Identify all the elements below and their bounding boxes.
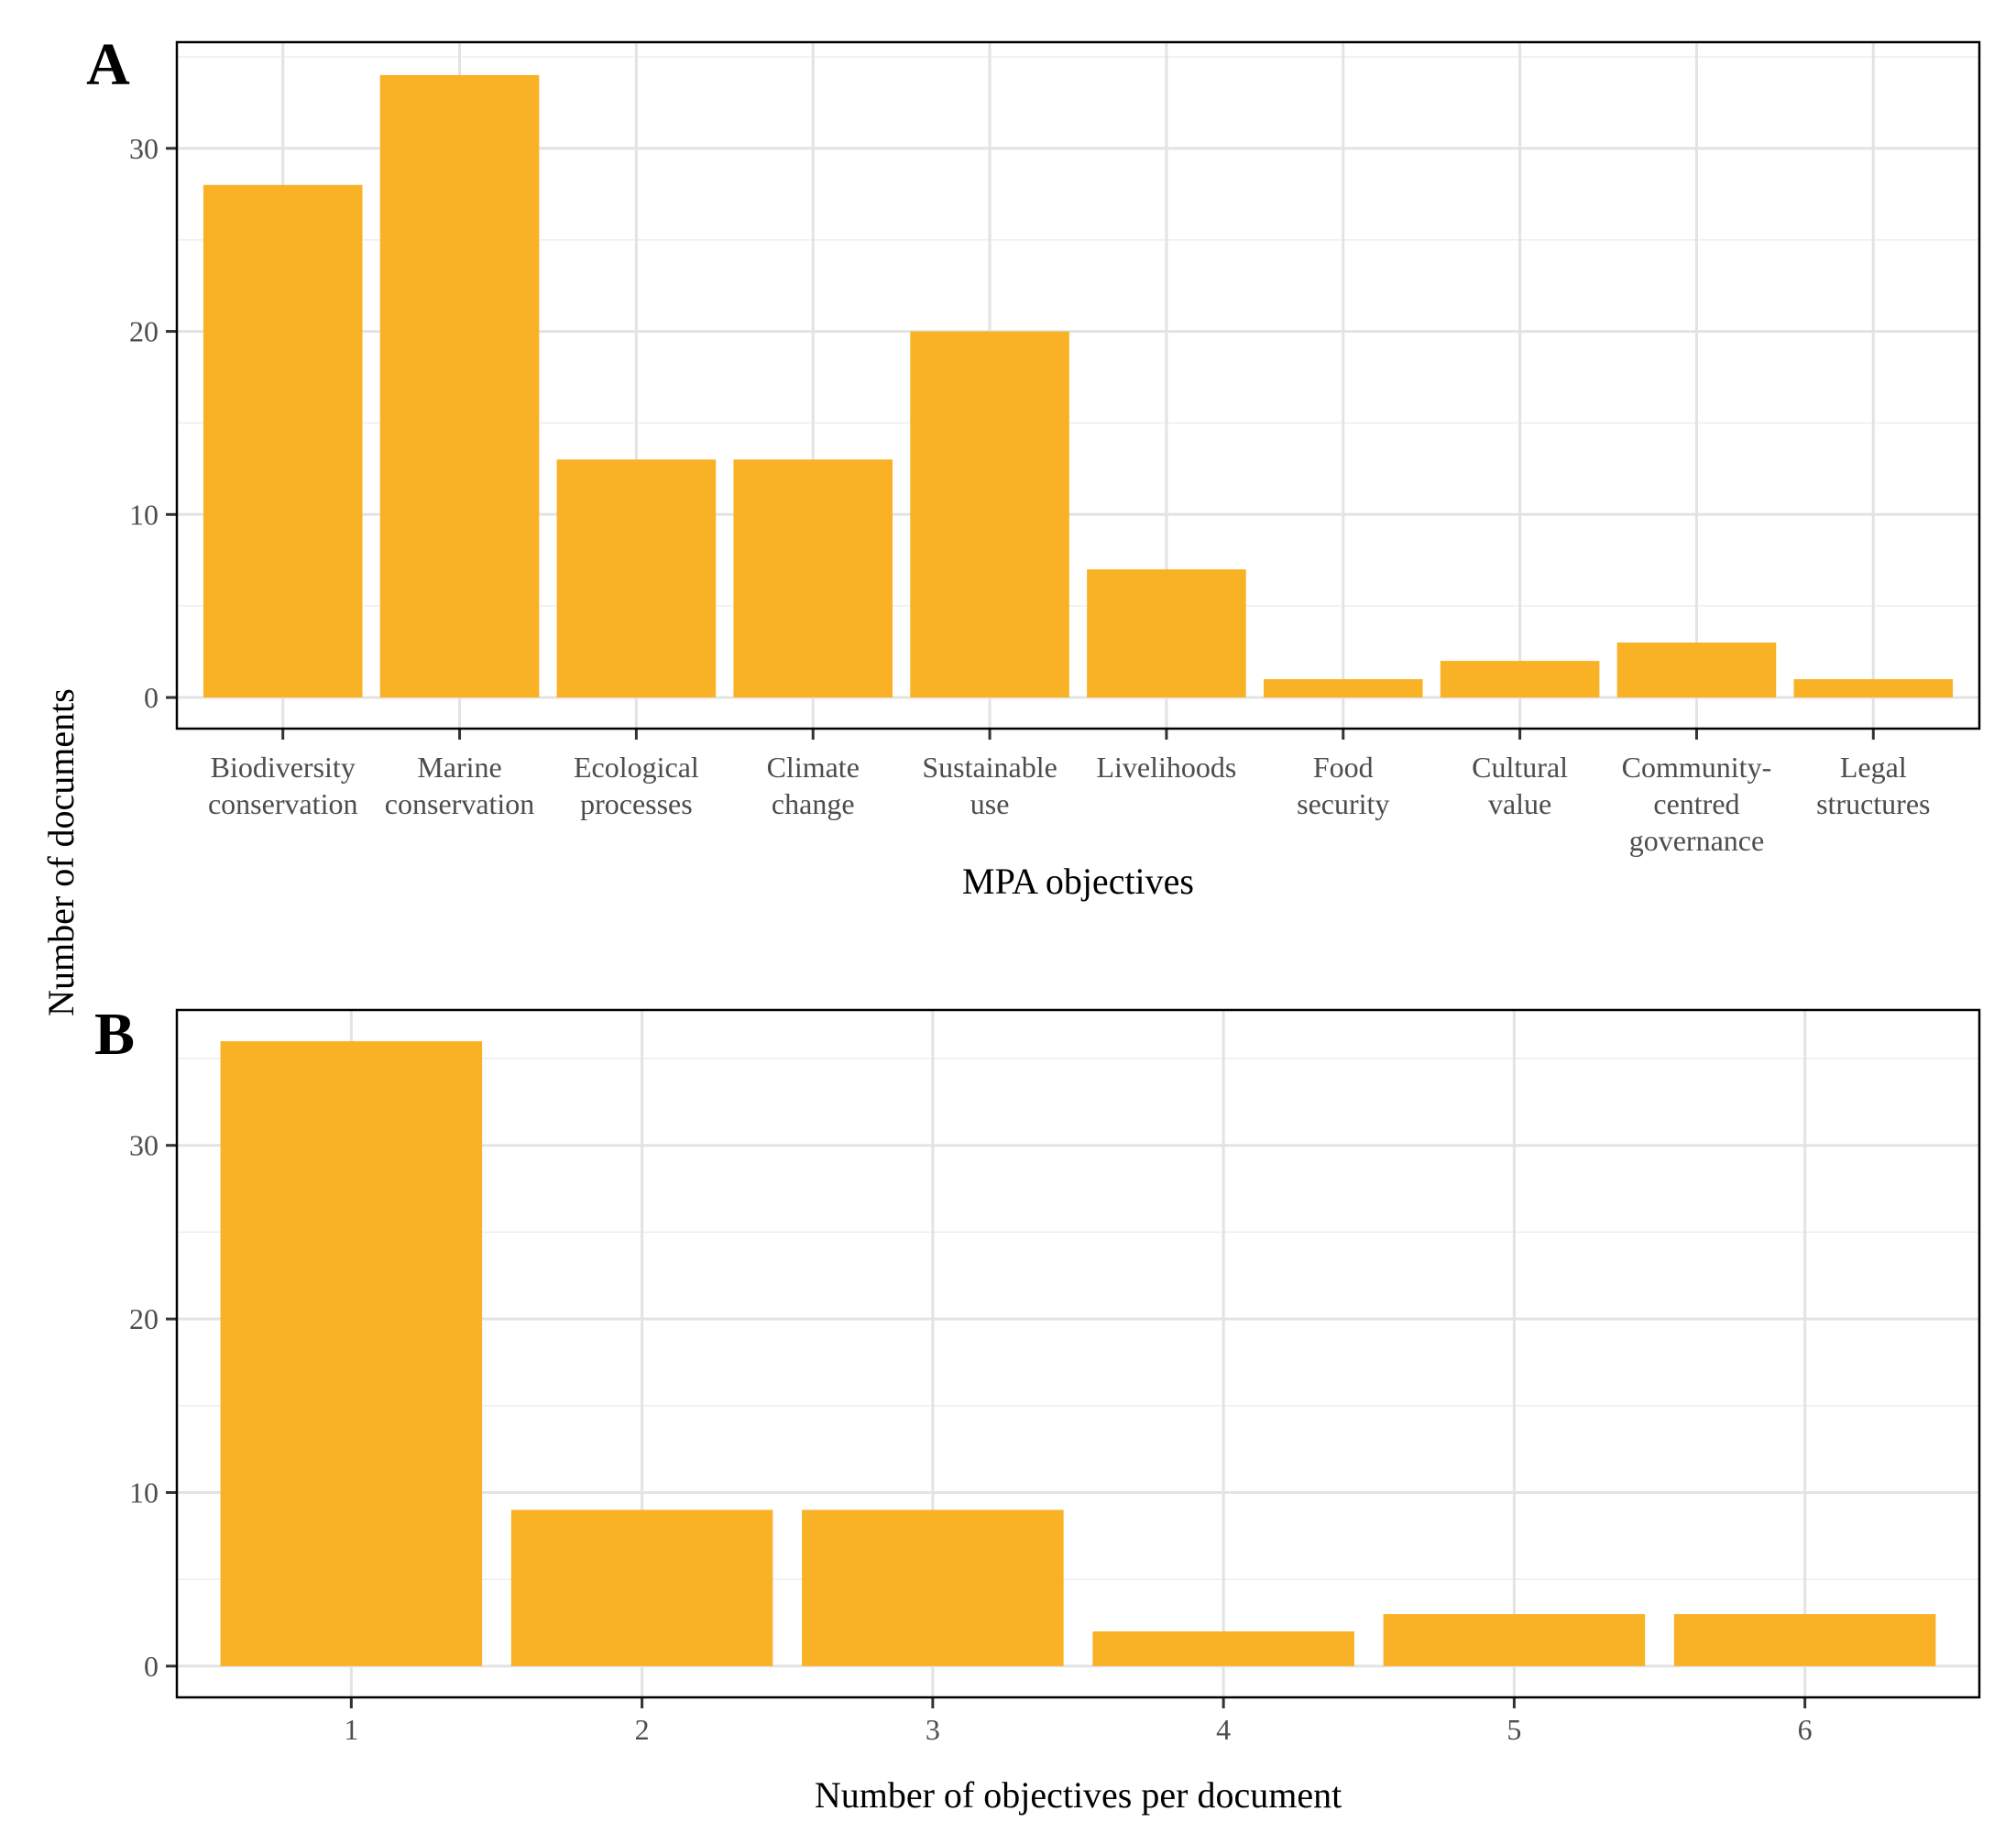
x-tick-label: 5 [1507, 1713, 1521, 1746]
panel-a-mpa-objectives-chart: 0 10 20 30 Biodiversity conservation Marine con… [86, 31, 1981, 902]
x-tick-label: Marine conservation [385, 751, 535, 820]
x-tick-label: 2 [635, 1713, 650, 1746]
x-tick-label: 4 [1216, 1713, 1231, 1746]
y-tick-label: 30 [129, 132, 159, 165]
bar [203, 184, 363, 698]
bar [1092, 1631, 1354, 1666]
x-tick-label: 3 [926, 1713, 940, 1746]
bar [1087, 569, 1246, 698]
panel-border [175, 1008, 1981, 1699]
y-tick-label: 10 [129, 1476, 159, 1509]
panel-tag: A [86, 31, 130, 98]
y-tick-label: 20 [129, 315, 159, 348]
y-tick-label: 0 [144, 681, 159, 714]
panel-b-objectives-per-document-chart: 0 10 20 30 1 2 3 4 5 6 B Number of objectives per d… [94, 1001, 1981, 1816]
x-tick-label: Cultural value [1472, 751, 1568, 820]
bar [1673, 1614, 1936, 1666]
x-axis-title: Number of objectives per document [815, 1774, 1342, 1816]
y-tick-label: 0 [144, 1650, 159, 1683]
x-tick-label: Food security [1297, 751, 1389, 820]
shared-y-axis-title: Number of documents [40, 688, 82, 1016]
y-tick-label: 10 [129, 498, 159, 531]
bar [1793, 679, 1954, 698]
x-tick-label: Legal structures [1816, 751, 1930, 820]
bar [220, 1041, 483, 1666]
bar [379, 74, 540, 698]
x-axis-title: MPA objectives [962, 861, 1194, 902]
panel-tag: B [94, 1001, 135, 1068]
bar [1616, 642, 1777, 698]
bar [510, 1509, 773, 1666]
bar [1383, 1614, 1646, 1666]
x-tick-label: Sustainable use [922, 751, 1057, 820]
y-tick-label: 20 [129, 1302, 159, 1335]
x-tick-label: Ecological processes [574, 751, 699, 820]
bar [1440, 661, 1600, 698]
x-tick-label: 1 [344, 1713, 358, 1746]
bar [802, 1509, 1064, 1666]
x-tick-label: Biodiversity conservation [208, 751, 358, 820]
bar [910, 331, 1069, 698]
x-tick-label: Livelihoods [1096, 751, 1236, 784]
bar [733, 459, 893, 698]
bar [556, 459, 717, 698]
x-tick-label: Community-centred governance [1622, 751, 1772, 857]
panel-border [175, 40, 1981, 730]
x-tick-label: 6 [1798, 1713, 1813, 1746]
y-tick-label: 30 [129, 1129, 159, 1162]
bar [1263, 679, 1423, 698]
x-tick-label: Climate change [767, 751, 860, 820]
